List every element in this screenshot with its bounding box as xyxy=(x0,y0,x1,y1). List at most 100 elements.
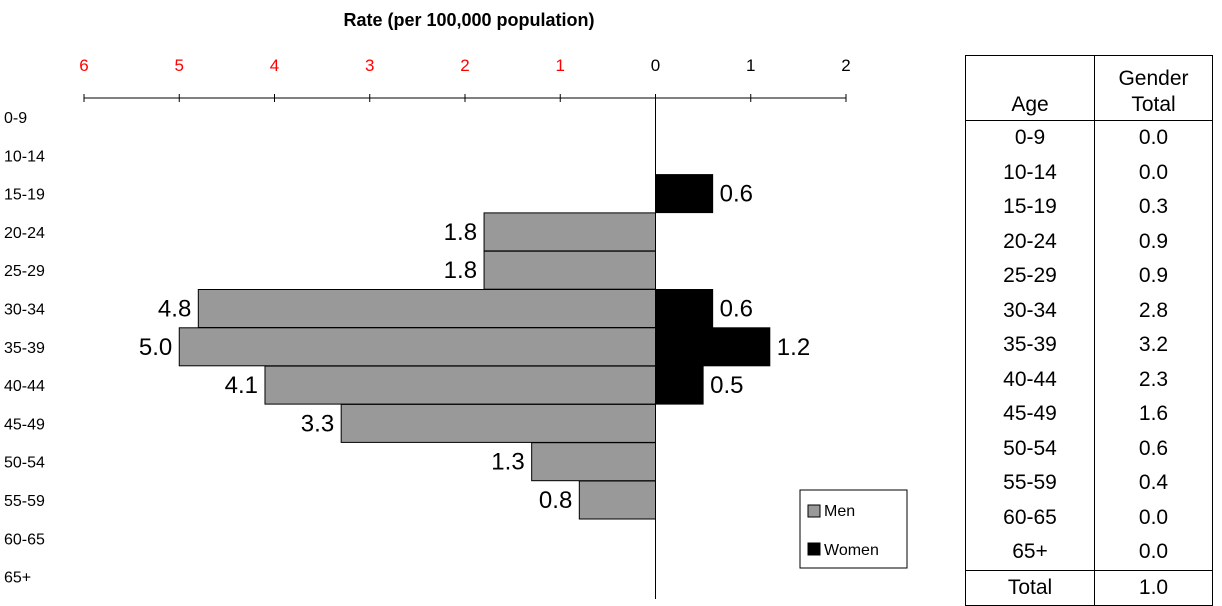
category-label: 60-65 xyxy=(4,531,45,548)
table-row: 35-39 3.2 xyxy=(965,328,1213,363)
table-cell-age: 40-44 xyxy=(965,362,1095,397)
legend-swatch-women xyxy=(807,542,821,556)
category-label: 50-54 xyxy=(4,455,45,472)
data-label-men: 4.8 xyxy=(158,296,191,323)
header-gender-total: Gender Total xyxy=(1094,55,1213,121)
category-label: 30-34 xyxy=(4,302,45,319)
table-cell-total: 0.9 xyxy=(1094,259,1213,294)
table-cell-age: 15-19 xyxy=(965,190,1095,225)
table-row: 30-34 2.8 xyxy=(965,293,1213,328)
data-labels: 1.8 1.8 4.8 5.0 4.1 3.3 1.3 0.8 0.6 0.6 1.2 0.5 xyxy=(139,181,810,514)
data-label-men: 4.1 xyxy=(225,372,258,399)
x-tick-label: 1 xyxy=(746,56,755,75)
table-cell-total: 0.0 xyxy=(1094,535,1213,570)
category-label: 20-24 xyxy=(4,225,45,242)
x-tick-label: 1 xyxy=(556,56,565,75)
chart-title: Rate (per 100,000 population) xyxy=(343,10,594,30)
category-labels: 0-9 10-14 15-19 20-24 25-29 30-34 35-39 40-44 45… xyxy=(4,110,45,587)
table-row: 10-14 0.0 xyxy=(965,155,1213,190)
data-label-women: 0.6 xyxy=(720,181,753,208)
table-cell-age: 20-24 xyxy=(965,224,1095,259)
bar-men xyxy=(197,289,657,328)
data-label-women: 0.6 xyxy=(720,296,753,323)
data-label-men: 3.3 xyxy=(301,410,334,437)
x-tick-label: 2 xyxy=(460,56,469,75)
table-row: 65+ 0.0 xyxy=(965,535,1213,570)
table-cell-age: 55-59 xyxy=(965,466,1095,501)
x-tick-label: 4 xyxy=(270,56,279,75)
bar-women xyxy=(655,365,704,405)
table-row: 40-44 2.3 xyxy=(965,362,1213,397)
category-label: 15-19 xyxy=(4,187,45,204)
table-row: 0-9 0.0 xyxy=(965,120,1213,156)
table-cell-total: 0.9 xyxy=(1094,224,1213,259)
bar-men xyxy=(531,442,656,482)
table-cell-total: 0.4 xyxy=(1094,466,1213,501)
table-cell-age: 10-14 xyxy=(965,155,1095,190)
table-header-row: Age Gender Total xyxy=(965,55,1213,121)
category-label: 0-9 xyxy=(4,110,27,127)
x-tick-label: 5 xyxy=(175,56,184,75)
table-cell-total: 3.2 xyxy=(1094,328,1213,363)
legend-swatch-men xyxy=(807,504,821,518)
table-cell-age: 25-29 xyxy=(965,259,1095,294)
bar-men xyxy=(578,480,656,520)
x-tick-label: 3 xyxy=(365,56,374,75)
table-row: 25-29 0.9 xyxy=(965,259,1213,294)
table-cell-total: 0.0 xyxy=(1094,120,1213,156)
table-row: 45-49 1.6 xyxy=(965,397,1213,432)
footer-value: 1.0 xyxy=(1094,569,1213,606)
table-cell-age: 0-9 xyxy=(965,120,1095,156)
data-label-men: 0.8 xyxy=(539,487,572,514)
bar-women xyxy=(655,289,714,328)
bar-men xyxy=(483,250,656,290)
category-label: 55-59 xyxy=(4,493,45,510)
category-label: 10-14 xyxy=(4,148,45,165)
data-label-men: 1.3 xyxy=(491,449,524,476)
x-tick-label: 0 xyxy=(651,56,660,75)
table-cell-total: 2.3 xyxy=(1094,362,1213,397)
category-label: 40-44 xyxy=(4,378,45,395)
legend: Men Women xyxy=(799,489,908,569)
table-row: 15-19 0.3 xyxy=(965,190,1213,225)
category-label: 45-49 xyxy=(4,416,45,433)
table-cell-total: 0.0 xyxy=(1094,500,1213,535)
table-row: 50-54 0.6 xyxy=(965,431,1213,466)
table-cell-age: 35-39 xyxy=(965,328,1095,363)
table-cell-age: 60-65 xyxy=(965,500,1095,535)
bar-women xyxy=(655,174,714,214)
x-tick-label: 6 xyxy=(79,56,88,75)
bar-women xyxy=(655,327,771,367)
table-cell-total: 0.0 xyxy=(1094,155,1213,190)
header-age: Age xyxy=(965,55,1095,121)
bars xyxy=(178,174,771,520)
data-label-men: 1.8 xyxy=(444,257,477,284)
table-cell-total: 1.6 xyxy=(1094,397,1213,432)
table-cell-age: 30-34 xyxy=(965,293,1095,328)
legend-label-men: Men xyxy=(824,503,855,520)
data-label-men: 5.0 xyxy=(139,334,172,361)
bar-men xyxy=(178,327,656,367)
table-body: 0-9 0.0 10-14 0.0 15-19 0.3 20-24 0.9 25-29 0.9 30… xyxy=(965,120,1213,570)
table-cell-total: 0.3 xyxy=(1094,190,1213,225)
header-gender-line1: Gender xyxy=(1118,67,1189,90)
table-row: 55-59 0.4 xyxy=(965,466,1213,501)
category-label: 35-39 xyxy=(4,340,45,357)
table-cell-total: 0.6 xyxy=(1094,431,1213,466)
table-row: 60-65 0.0 xyxy=(965,500,1213,535)
table-row: 20-24 0.9 xyxy=(965,224,1213,259)
data-label-women: 0.5 xyxy=(710,372,743,399)
legend-label-women: Women xyxy=(824,542,879,559)
category-label: 25-29 xyxy=(4,263,45,280)
table-cell-age: 65+ xyxy=(965,535,1095,570)
bar-men xyxy=(264,365,656,405)
category-label: 65+ xyxy=(4,570,31,587)
data-label-women: 1.2 xyxy=(777,334,810,361)
table-cell-age: 45-49 xyxy=(965,397,1095,432)
gender-total-table: Age Gender Total 0-9 0.0 10-14 0.0 15-19 0.3 2… xyxy=(965,55,1213,606)
data-label-men: 1.8 xyxy=(444,219,477,246)
bar-men xyxy=(340,403,656,443)
table-cell-age: 50-54 xyxy=(965,431,1095,466)
x-tick-label: 2 xyxy=(841,56,850,75)
